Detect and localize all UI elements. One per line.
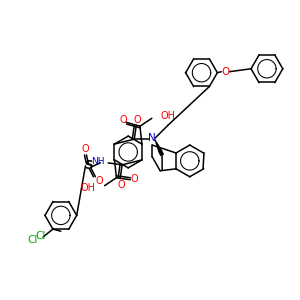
Text: Cl: Cl (28, 235, 38, 245)
Text: OH: OH (161, 111, 176, 121)
Text: OH: OH (81, 183, 96, 193)
Text: N: N (148, 133, 156, 143)
Text: S: S (84, 159, 93, 172)
Text: NH: NH (91, 158, 104, 166)
Text: O: O (119, 115, 127, 125)
Text: O: O (221, 67, 230, 77)
Text: O: O (130, 174, 138, 184)
Text: Cl: Cl (36, 231, 46, 241)
Text: O: O (134, 115, 141, 125)
Text: O: O (117, 180, 125, 190)
Text: O: O (95, 176, 103, 186)
Text: O: O (82, 144, 89, 154)
